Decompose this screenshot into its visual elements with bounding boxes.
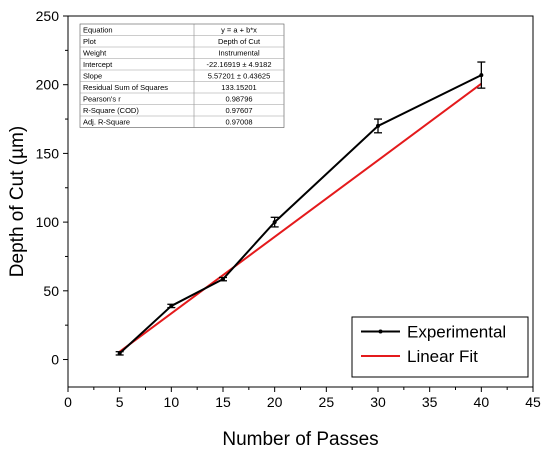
- y-axis-title: Depth of Cut (µm): [7, 126, 28, 277]
- fit-table-value: 0.97008: [225, 118, 252, 127]
- fit-table-value: -22.16919 ± 4.9182: [206, 60, 271, 69]
- y-tick-label: 100: [36, 214, 60, 230]
- experimental-point: [272, 220, 277, 225]
- legend: Experimental Linear Fit: [351, 316, 529, 378]
- x-tick-label: 45: [525, 394, 541, 410]
- x-tick-label: 5: [116, 394, 124, 410]
- x-tick-label: 15: [215, 394, 231, 410]
- x-tick-label: 40: [474, 394, 490, 410]
- fit-table-key: Residual Sum of Squares: [83, 83, 168, 92]
- y-tick-label: 0: [51, 352, 59, 368]
- legend-marker-experimental: [378, 329, 383, 334]
- fit-table-key: Plot: [83, 37, 97, 46]
- experimental-point: [117, 351, 122, 356]
- fit-table-value: Depth of Cut: [218, 37, 261, 46]
- x-tick-label: 30: [370, 394, 386, 410]
- experimental-point: [169, 303, 174, 308]
- x-tick-label: 25: [319, 394, 335, 410]
- x-tick-label: 10: [164, 394, 180, 410]
- x-tick-label: 0: [64, 394, 72, 410]
- fit-table-value: 0.98796: [225, 95, 252, 104]
- fit-table-key: Intercept: [83, 60, 113, 69]
- legend-label-linear-fit: Linear Fit: [407, 347, 478, 366]
- fit-table-key: Equation: [83, 26, 113, 35]
- data-marks: [115, 61, 486, 356]
- y-tick-label: 200: [36, 77, 60, 93]
- fit-table-key: Adj. R-Square: [83, 118, 130, 127]
- fit-table-value: y = a + b*x: [221, 26, 257, 35]
- linear-fit-line: [119, 82, 482, 353]
- axis-ticks: 0 5 10 15 20 25 30 35 40 45 0 50 100 150 200 250: [36, 8, 541, 410]
- experimental-point: [376, 123, 380, 128]
- legend-label-experimental: Experimental: [407, 323, 506, 342]
- fit-table-key: Pearson's r: [83, 95, 121, 104]
- y-tick-label: 50: [43, 283, 59, 299]
- experimental-point: [479, 73, 484, 78]
- y-tick-label: 150: [36, 145, 60, 161]
- fit-table-value: 0.97607: [225, 106, 252, 115]
- fit-table-value: Instrumental: [218, 49, 260, 58]
- fit-table-border: [79, 23, 285, 128]
- fit-table-key: Slope: [83, 72, 102, 81]
- fit-table-key: R-Square (COD): [83, 106, 139, 115]
- x-tick-label: 35: [422, 394, 438, 410]
- fit-statistics-table: Equation y = a + b*x Plot Depth of Cut Weigh…: [79, 23, 285, 128]
- x-axis-title: Number of Passes: [222, 429, 378, 450]
- fit-table-value: 133.15201: [221, 83, 256, 92]
- x-tick-label: 20: [267, 394, 283, 410]
- experimental-line: [118, 74, 482, 355]
- y-tick-label: 250: [36, 8, 60, 24]
- fit-table-value: 5.57201 ± 0.43625: [208, 72, 271, 81]
- experimental-point: [221, 277, 225, 282]
- legend-box: [351, 316, 529, 378]
- fit-table-key: Weight: [83, 49, 107, 58]
